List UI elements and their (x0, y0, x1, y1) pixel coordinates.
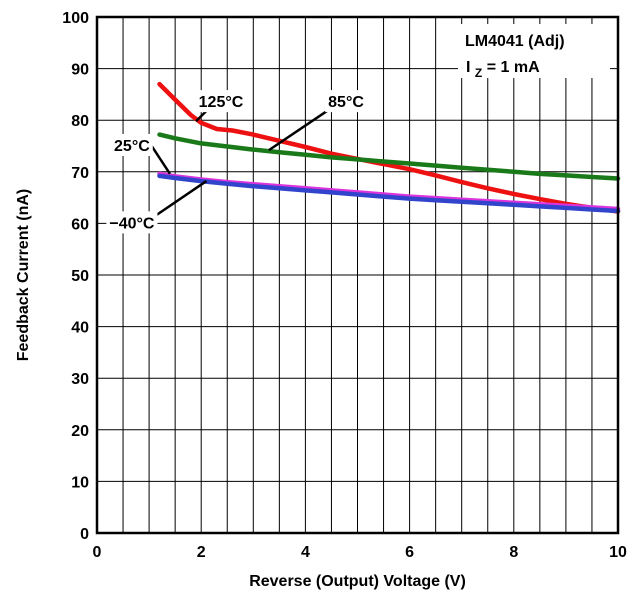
annotation-part: LM4041 (Adj) (465, 33, 565, 50)
y-tick-label: 30 (71, 371, 89, 388)
annotation-condition: I Z = 1 mA (466, 59, 540, 81)
y-tick-label: 50 (71, 268, 89, 285)
series-label-leader (150, 145, 171, 175)
series-label: 125°C (199, 94, 244, 111)
y-tick-label: 90 (71, 62, 89, 79)
plot-frame (95, 15, 620, 535)
y-tick-label: 70 (71, 165, 89, 182)
x-tick-label: 10 (609, 544, 627, 561)
x-tick-labels: 0 2 4 6 8 10 (93, 544, 627, 561)
x-tick-label: 6 (405, 544, 414, 561)
series-label: 85°C (328, 94, 364, 111)
y-tick-label: 10 (71, 474, 89, 491)
annotation-condition-prefix: I (466, 59, 470, 76)
series-label-leader (151, 180, 208, 220)
series-label: −40°C (109, 215, 155, 232)
series-label-leader (268, 106, 334, 152)
series-line-2 (157, 171, 621, 212)
y-tick-label: 40 (71, 320, 89, 337)
series-labels: 125°C 85°C 25°C −40°C (106, 90, 367, 234)
annotation-condition-subscript: Z (475, 66, 482, 80)
y-tick-label: 60 (71, 216, 89, 233)
annotation-condition-suffix: = 1 mA (487, 59, 540, 76)
series-layer (157, 81, 621, 214)
series-label-background (195, 90, 247, 113)
y-tick-label: 80 (71, 113, 89, 130)
y-tick-labels: 0 10 20 30 40 50 60 70 80 90 100 (62, 10, 89, 543)
y-tick-label: 0 (80, 526, 89, 543)
series-line-1 (157, 132, 621, 181)
x-tick-label: 2 (197, 544, 206, 561)
x-tick-label: 8 (509, 544, 518, 561)
x-tick-label: 0 (93, 544, 102, 561)
y-tick-label: 100 (62, 10, 89, 27)
series-label: 25°C (114, 138, 150, 155)
x-axis-label: Reverse (Output) Voltage (V) (249, 573, 466, 590)
annotation-background (458, 24, 610, 78)
x-tick-label: 4 (301, 544, 310, 561)
series-label-background (325, 90, 367, 113)
series-line-3 (157, 173, 621, 214)
series-label-background (111, 133, 153, 156)
series-label-background (106, 211, 158, 234)
y-tick-label: 20 (71, 423, 89, 440)
grid (97, 17, 618, 533)
y-axis-label: Feedback Current (nA) (15, 189, 32, 361)
